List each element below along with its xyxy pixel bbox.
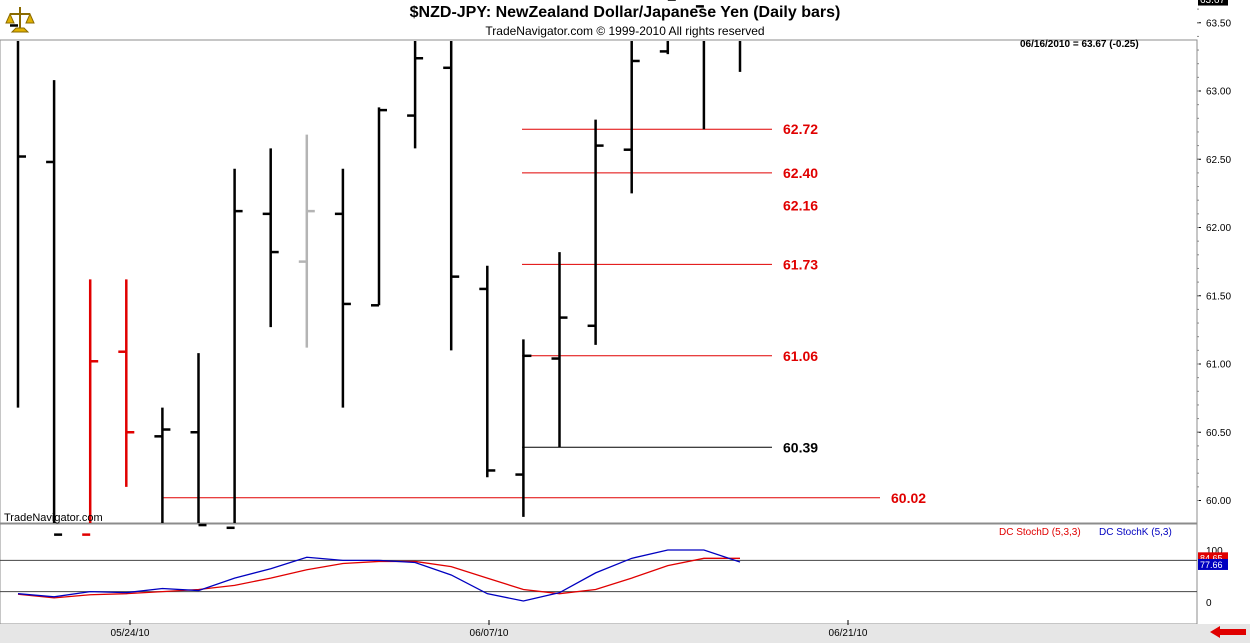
chart-header: $NZD-JPY: NewZealand Dollar/Japanese Yen…	[0, 0, 1250, 40]
level-label: 61.06	[783, 348, 818, 364]
level-label: 60.02	[891, 490, 926, 506]
y-tick-label: 62.00	[1206, 223, 1231, 234]
stochd-line	[17, 557, 740, 599]
y-tick-label: 60.50	[1206, 428, 1231, 439]
stochk-line	[17, 549, 741, 602]
level-label: 62.16	[783, 198, 818, 214]
last-quote: 06/16/2010 = 63.67 (-0.25)	[1020, 39, 1139, 50]
stochk-value-box	[1198, 558, 1228, 570]
price-axis: 66.5066.0065.5065.0064.5064.0063.5063.00…	[1197, 0, 1231, 507]
last-price-label: 63.67	[1200, 0, 1225, 6]
stochk-legend: DC StochK (5,3)	[1099, 527, 1172, 538]
trade-navigator-logo-icon	[5, 7, 35, 33]
ohlc-bars	[10, 0, 742, 536]
watermark: TradeNavigator.com	[4, 512, 103, 524]
level-label: 62.72	[783, 121, 818, 137]
date-axis: 05/24/10 06/07/10 06/21/10	[111, 620, 868, 639]
date-axis-bar	[0, 624, 1250, 643]
chart-subtitle: TradeNavigator.com © 1999-2010 All right…	[485, 24, 765, 38]
y-tick-label: 61.00	[1206, 360, 1231, 371]
last-price-box	[1198, 0, 1228, 6]
back-arrow-icon[interactable]	[1208, 625, 1248, 639]
indicator-panel-frame	[0, 523, 1198, 625]
stochd-legend: DC StochD (5,3,3)	[999, 527, 1081, 538]
x-tick-label: 06/21/10	[829, 628, 868, 639]
stochd-value: 84.65	[1200, 553, 1223, 563]
level-label: 62.40	[783, 165, 818, 181]
price-levels: 66.3465.8765.0664.6862.7262.4062.1661.73…	[162, 121, 926, 506]
stochk-value: 77.66	[1200, 560, 1223, 570]
indicator-tick-label: 100	[1206, 546, 1223, 557]
stochd-value-box	[1198, 552, 1228, 564]
x-tick-label: 06/07/10	[470, 628, 509, 639]
x-tick-label: 05/24/10	[111, 628, 150, 639]
chart-title: $NZD-JPY: NewZealand Dollar/Japanese Yen…	[409, 4, 841, 21]
y-tick-label: 60.00	[1206, 496, 1231, 507]
price-panel-frame	[0, 39, 1198, 524]
indicator-tick-label: 0	[1206, 598, 1212, 609]
y-tick-label: 63.00	[1206, 87, 1231, 98]
y-tick-label: 62.50	[1206, 155, 1231, 166]
level-label: 60.39	[783, 439, 818, 455]
y-tick-label: 61.50	[1206, 291, 1231, 302]
level-label: 61.73	[783, 256, 818, 272]
y-tick-label: 63.50	[1206, 18, 1231, 29]
